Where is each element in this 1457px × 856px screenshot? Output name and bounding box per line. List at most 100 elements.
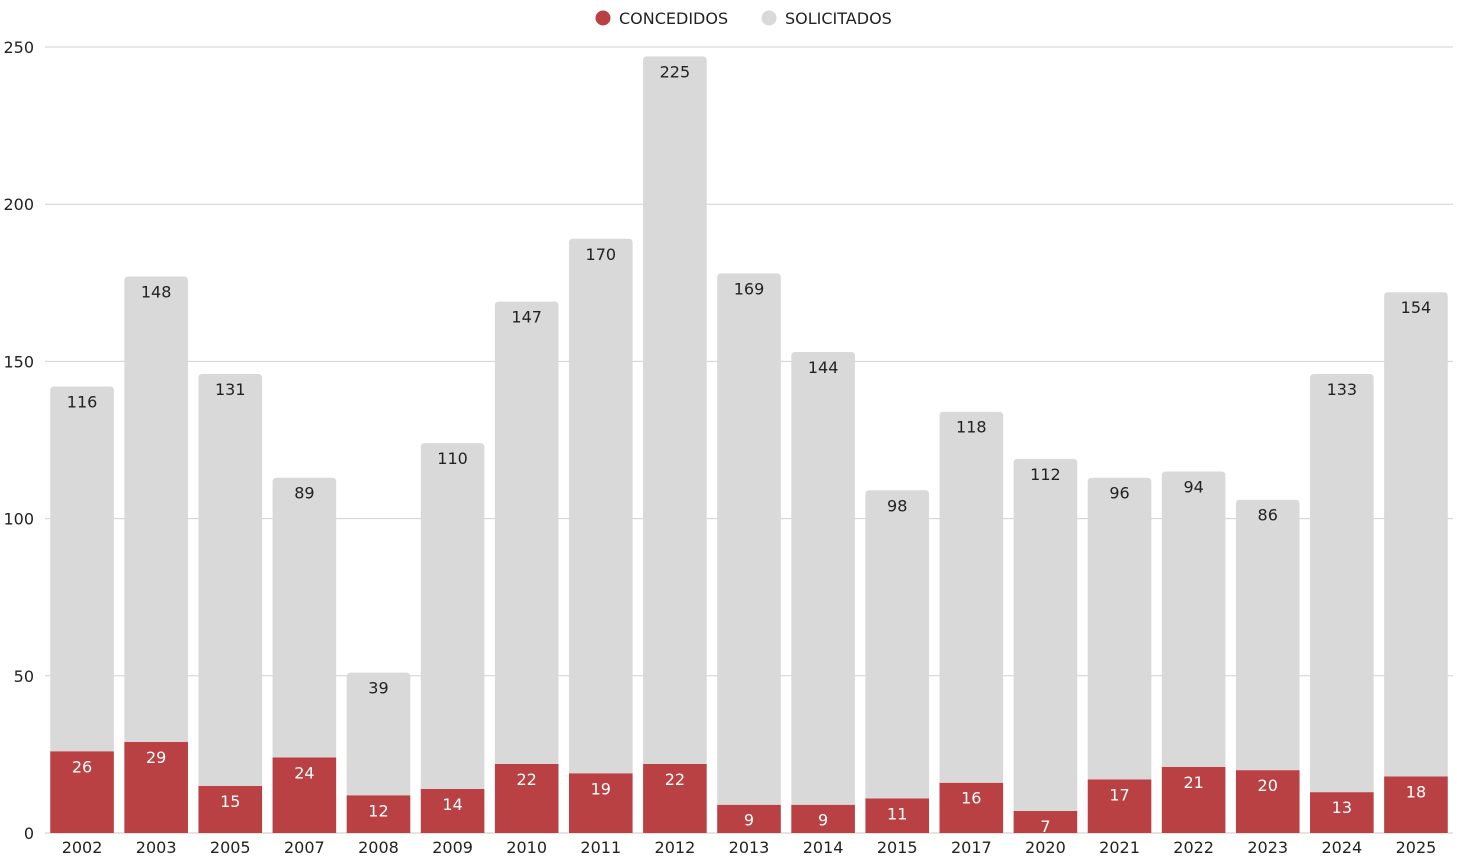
bar-concedidos <box>1087 779 1152 833</box>
bar-solicitados <box>1235 499 1300 771</box>
data-label-solicitados: 96 <box>1109 484 1129 503</box>
bar-concedidos <box>1013 810 1078 833</box>
x-tick-label: 2021 <box>1099 838 1140 856</box>
data-label-solicitados: 154 <box>1401 298 1432 317</box>
y-tick-label: 50 <box>14 667 34 686</box>
data-label-concedidos: 29 <box>146 748 166 767</box>
y-axis: 0 50 100 150 200 250 <box>3 38 34 843</box>
data-label-solicitados: 39 <box>368 679 388 698</box>
legend-label-concedidos: CONCEDIDOS <box>619 9 728 28</box>
x-tick-label: 2013 <box>729 838 770 856</box>
y-tick-label: 100 <box>3 510 34 529</box>
bar-concedidos <box>939 782 1004 833</box>
data-label-concedidos: 9 <box>818 811 828 830</box>
data-label-solicitados: 98 <box>887 496 907 515</box>
bar-solicitados <box>1384 292 1448 777</box>
x-tick-label: 2022 <box>1173 838 1214 856</box>
bar-concedidos <box>346 795 411 833</box>
data-label-solicitados: 118 <box>956 418 987 437</box>
bar-concedidos <box>50 751 114 833</box>
legend: CONCEDIDOS SOLICITADOS <box>595 9 892 28</box>
y-tick-label: 200 <box>3 195 34 214</box>
data-label-solicitados: 86 <box>1258 506 1278 525</box>
bar-concedidos <box>1384 776 1448 833</box>
bar-solicitados <box>272 477 337 758</box>
data-label-solicitados: 169 <box>734 279 765 298</box>
data-label-solicitados: 144 <box>808 358 839 377</box>
x-tick-label: 2014 <box>803 838 844 856</box>
bar-solicitados <box>717 273 781 805</box>
x-axis: 2002 2003 2005 2007 2008 2009 2010 2011 2012 2013… <box>62 838 1437 856</box>
x-tick-label: 2020 <box>1025 838 1066 856</box>
data-label-concedidos: 22 <box>665 770 685 789</box>
x-tick-label: 2002 <box>62 838 103 856</box>
x-tick-label: 2010 <box>506 838 547 856</box>
data-label-concedidos: 19 <box>591 779 611 798</box>
data-label-concedidos: 22 <box>517 770 537 789</box>
data-label-concedidos: 7 <box>1040 817 1050 836</box>
data-label-concedidos: 20 <box>1258 776 1278 795</box>
bar-concedidos <box>1310 792 1374 833</box>
bar-solicitados <box>568 238 633 774</box>
bar-solicitados <box>1310 373 1374 793</box>
data-label-solicitados: 148 <box>141 283 172 302</box>
data-label-solicitados: 110 <box>437 449 468 468</box>
data-label-concedidos: 26 <box>72 757 92 776</box>
data-label-concedidos: 18 <box>1406 782 1426 801</box>
bar-solicitados <box>50 386 114 752</box>
bar-solicitados <box>939 411 1004 783</box>
bar-concedidos <box>198 785 263 833</box>
bar-solicitados <box>1161 471 1226 767</box>
data-label-concedidos: 17 <box>1109 786 1129 805</box>
bar-solicitados <box>865 490 930 799</box>
data-label-solicitados: 94 <box>1183 477 1203 496</box>
bar-solicitados <box>643 56 707 764</box>
x-tick-label: 2012 <box>655 838 696 856</box>
data-label-concedidos: 11 <box>887 804 907 823</box>
x-tick-label: 2011 <box>580 838 621 856</box>
bar-solicitados <box>494 301 559 764</box>
y-tick-label: 250 <box>3 38 34 57</box>
bar-solicitados <box>791 351 855 805</box>
x-tick-label: 2015 <box>877 838 918 856</box>
x-tick-label: 2007 <box>284 838 325 856</box>
data-label-concedidos: 12 <box>368 801 388 820</box>
x-tick-label: 2009 <box>432 838 473 856</box>
x-tick-label: 2023 <box>1247 838 1288 856</box>
data-label-concedidos: 24 <box>294 764 314 783</box>
x-tick-label: 2008 <box>358 838 399 856</box>
data-label-solicitados: 116 <box>67 393 98 412</box>
y-tick-label: 150 <box>3 352 34 371</box>
data-label-concedidos: 16 <box>961 789 981 808</box>
bar-solicitados <box>124 276 188 742</box>
bar-concedidos <box>717 804 781 833</box>
bar-concedidos <box>494 763 559 833</box>
data-label-concedidos: 9 <box>744 811 754 830</box>
data-label-solicitados: 131 <box>215 380 246 399</box>
bar-concedidos <box>124 741 188 833</box>
bar-concedidos <box>865 798 930 833</box>
bar-solicitados <box>420 443 485 789</box>
data-label-concedidos: 13 <box>1332 798 1352 817</box>
data-label-solicitados: 170 <box>586 245 617 264</box>
bar-concedidos <box>643 763 707 833</box>
x-tick-label: 2005 <box>210 838 251 856</box>
bar-concedidos <box>272 757 337 833</box>
legend-marker-solicitados <box>761 10 777 26</box>
bar-concedidos <box>1235 770 1300 833</box>
data-label-concedidos: 15 <box>220 792 240 811</box>
bar-concedidos <box>791 804 855 833</box>
bar-solicitados <box>198 373 263 786</box>
data-label-solicitados: 133 <box>1327 380 1358 399</box>
x-tick-label: 2024 <box>1321 838 1362 856</box>
y-tick-label: 0 <box>24 824 34 843</box>
bar-concedidos <box>1161 766 1226 833</box>
x-tick-label: 2017 <box>951 838 992 856</box>
data-label-solicitados: 147 <box>511 308 542 327</box>
x-tick-label: 2003 <box>136 838 177 856</box>
data-label-concedidos: 21 <box>1183 773 1203 792</box>
bar-solicitados <box>1013 458 1078 811</box>
data-label-solicitados: 112 <box>1030 465 1061 484</box>
bar-solicitados <box>1087 477 1152 780</box>
